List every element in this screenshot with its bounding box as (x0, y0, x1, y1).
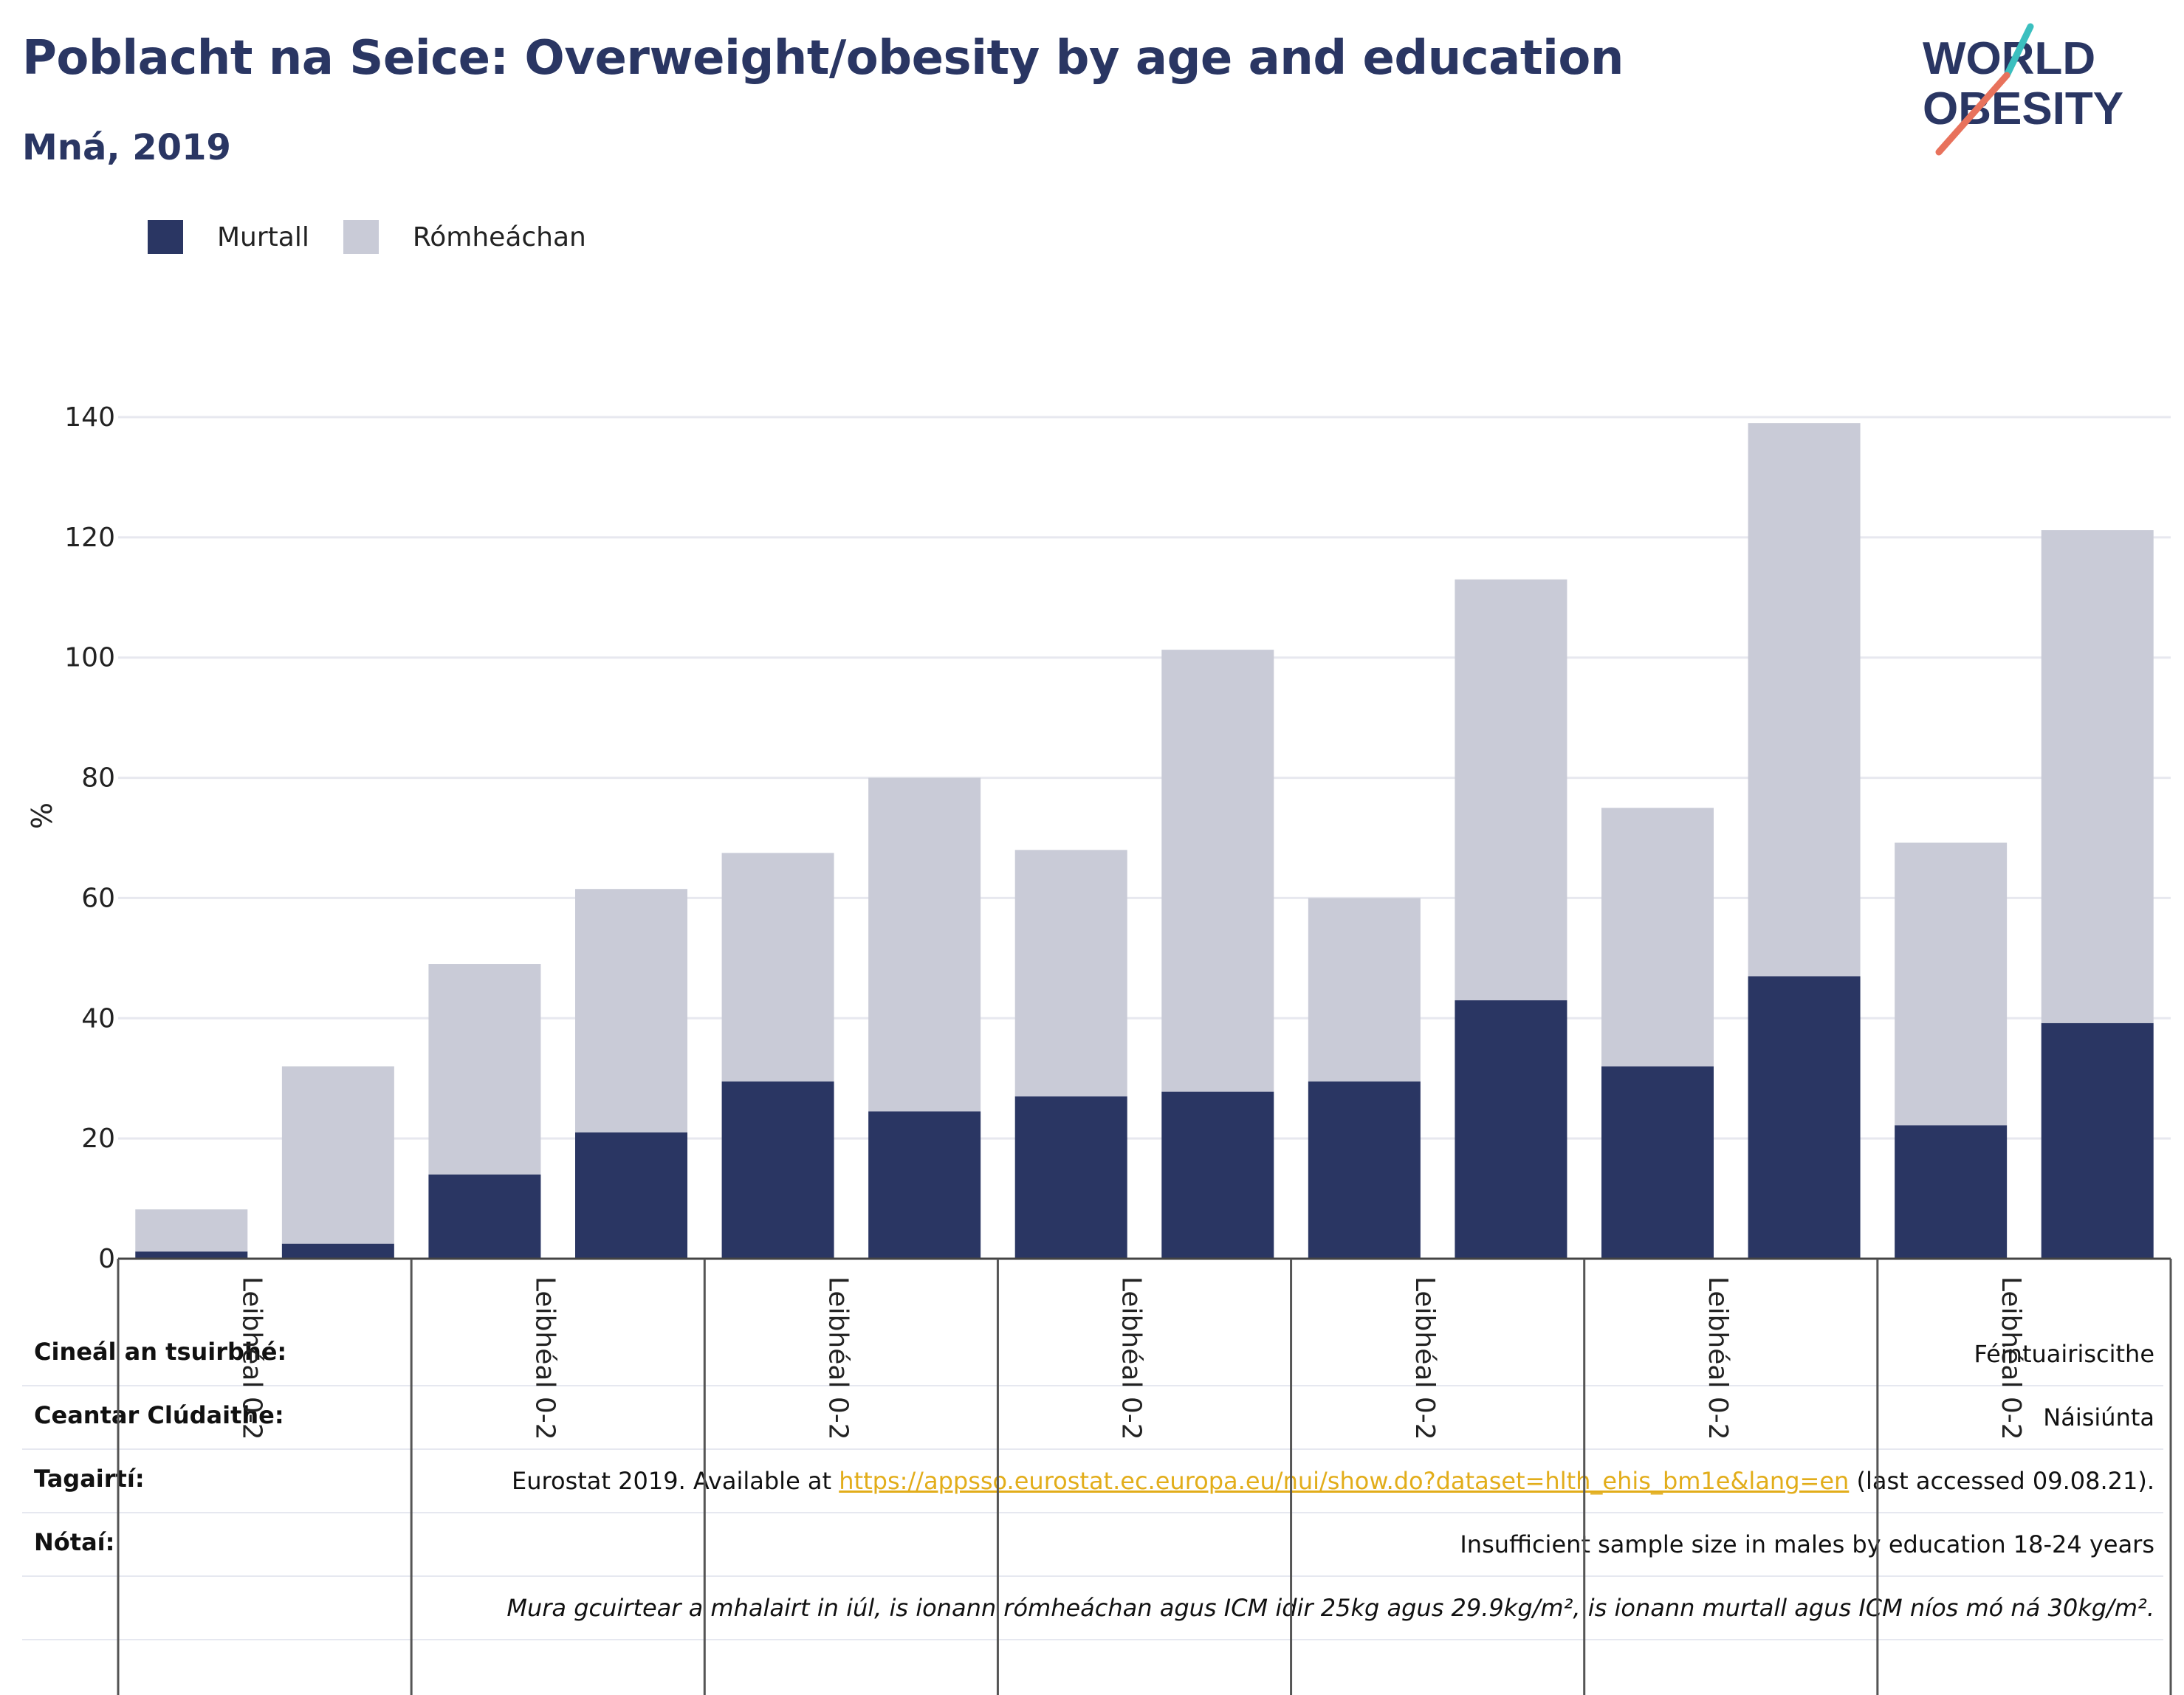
legend-label-overweight: Rómheáchan (412, 221, 586, 252)
bar-obese (868, 1111, 981, 1259)
bar-overweight (1455, 579, 1567, 1000)
y-tick-label: 20 (81, 1124, 115, 1154)
bar-overweight (1014, 850, 1127, 1097)
reference-link[interactable]: https://appsso.eurostat.ec.europa.eu/nui… (839, 1467, 1850, 1495)
legend-label-obese: Murtall (217, 221, 309, 252)
y-tick-label: 100 (64, 643, 115, 673)
bar-obese (2041, 1022, 2154, 1259)
bar-obese (721, 1081, 834, 1259)
reference-suffix: (last accessed 09.08.21). (1849, 1467, 2154, 1495)
bar-obese (135, 1251, 248, 1259)
bar-overweight (868, 777, 981, 1112)
bar-obese (1308, 1081, 1421, 1259)
y-axis-label: % (26, 802, 58, 829)
bar-overweight (428, 964, 541, 1175)
bar-obese (1161, 1091, 1274, 1259)
bar-overweight (575, 889, 687, 1132)
y-tick-label: 140 (64, 402, 115, 433)
meta-row-references: Tagairtí: Eurostat 2019. Available at ht… (22, 1450, 2163, 1513)
meta-row-definition: Mura gcuirtear a mhalairt in iúl, is ion… (22, 1577, 2163, 1640)
bar-overweight (721, 853, 834, 1082)
meta-label-survey-type: Cineál an tsuirbhé: (34, 1338, 287, 1366)
meta-value-notes: Insufficient sample size in males by edu… (1460, 1530, 2154, 1558)
y-tick-label: 0 (98, 1244, 115, 1274)
meta-row-notes: Nótaí: Insufficient sample size in males… (22, 1513, 2163, 1577)
legend: Murtall Rómheáchan (148, 220, 620, 254)
bar-overweight (1161, 650, 1274, 1092)
meta-value-definition: Mura gcuirtear a mhalairt in iúl, is ion… (506, 1594, 2154, 1622)
meta-label-coverage: Ceantar Clúdaithe: (34, 1401, 284, 1429)
reference-prefix: Eurostat 2019. Available at (512, 1467, 839, 1495)
y-tick-label: 120 (64, 523, 115, 553)
metadata-table: Cineál an tsuirbhé: Féintuairiscithe Cea… (22, 1323, 2163, 1640)
meta-label-notes: Nótaí: (34, 1528, 115, 1556)
bar-obese (1601, 1066, 1714, 1259)
meta-value-references: Eurostat 2019. Available at https://apps… (22, 1450, 2163, 1512)
y-tick-label: 40 (81, 1003, 115, 1034)
legend-item-obese[interactable]: Murtall (148, 220, 309, 254)
bar-overweight (135, 1209, 248, 1252)
bar-obese (281, 1243, 394, 1259)
bar-overweight (1895, 842, 2008, 1126)
meta-label-references: Tagairtí: (34, 1465, 145, 1493)
bar-obese (1455, 1000, 1567, 1259)
meta-value-coverage: Náisiúnta (2043, 1403, 2154, 1431)
chart-subtitle: Mná, 2019 (22, 127, 231, 168)
chart-title: Poblacht na Seice: Overweight/obesity by… (22, 31, 1624, 86)
meta-row-coverage: Ceantar Clúdaithe: Náisiúnta (22, 1386, 2163, 1450)
world-obesity-logo: WORLD OBESITY (1923, 23, 2123, 156)
legend-item-overweight[interactable]: Rómheáchan (343, 220, 586, 254)
y-tick-label: 60 (81, 883, 115, 913)
legend-swatch-obese (148, 220, 183, 254)
bar-obese (1014, 1096, 1127, 1259)
bar-overweight (281, 1066, 394, 1244)
bar-obese (428, 1175, 541, 1259)
bar-obese (1895, 1125, 2008, 1259)
y-tick-label: 80 (81, 763, 115, 794)
logo-word-2: OBESITY (1923, 83, 2123, 134)
bar-obese (1748, 976, 1861, 1259)
legend-swatch-overweight (343, 220, 379, 254)
bar-overweight (1748, 423, 1861, 977)
bar-obese (575, 1132, 687, 1259)
bar-overweight (2041, 530, 2154, 1023)
bar-overweight (1308, 898, 1421, 1082)
bar-overweight (1601, 808, 1714, 1067)
meta-value-survey-type: Féintuairiscithe (1974, 1340, 2154, 1368)
meta-row-survey-type: Cineál an tsuirbhé: Féintuairiscithe (22, 1323, 2163, 1386)
